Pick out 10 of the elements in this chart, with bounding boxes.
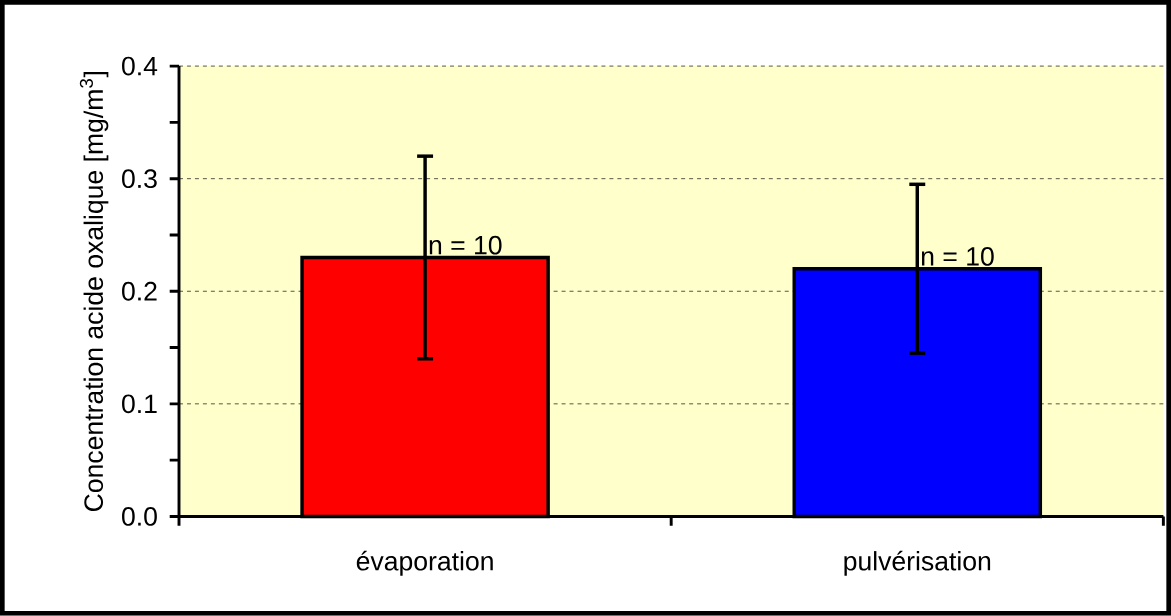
y-tick-label: 0.1 <box>122 394 157 414</box>
x-tick-label: pulvérisation <box>844 550 991 577</box>
annotation: n = 10 <box>429 235 502 255</box>
y-tick-label: 0.0 <box>122 507 157 526</box>
y-tick-label: 0.3 <box>122 169 157 189</box>
x-tick-label: évaporation <box>356 550 493 577</box>
annotation: n = 10 <box>921 247 994 266</box>
y-axis-title: Concentration acide oxalique [mg/m$^{3}$] <box>79 72 109 512</box>
y-tick-label: 0.4 <box>122 56 158 76</box>
y-tick-label: 0.2 <box>122 282 157 301</box>
